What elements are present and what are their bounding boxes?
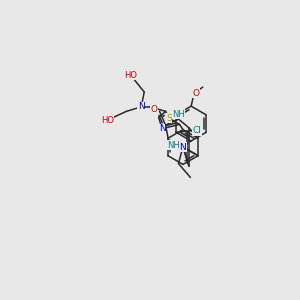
Text: N: N <box>159 124 166 133</box>
Text: HO: HO <box>101 116 114 125</box>
Text: S: S <box>166 114 172 123</box>
Text: Cl: Cl <box>192 126 201 135</box>
Text: NH: NH <box>172 110 185 118</box>
Text: N: N <box>180 142 186 152</box>
Text: O: O <box>192 88 199 98</box>
Text: O: O <box>151 105 158 114</box>
Text: N: N <box>138 102 145 111</box>
Text: NH: NH <box>167 140 179 150</box>
Text: HO: HO <box>124 71 137 80</box>
